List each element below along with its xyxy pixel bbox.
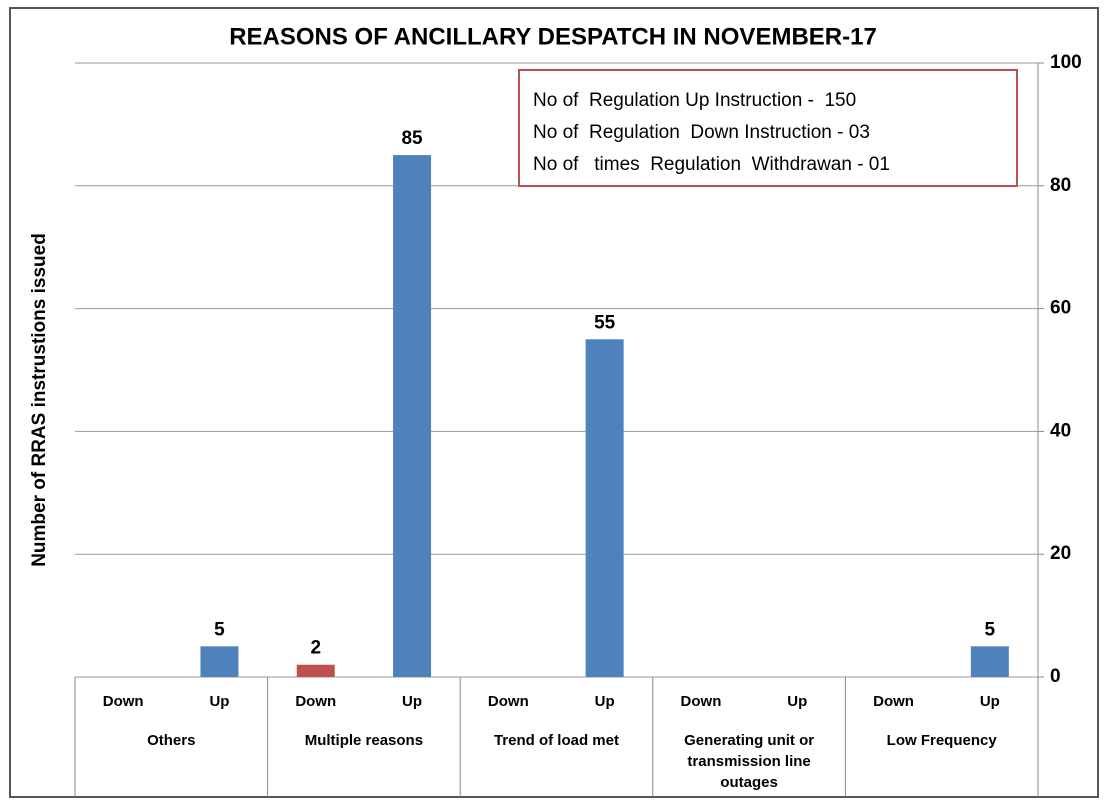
group-label: Multiple reasons (304, 732, 424, 749)
x-tick-label: Down (295, 693, 336, 710)
x-tick-label: Down (103, 693, 144, 710)
data-label: 85 (401, 128, 423, 149)
bar (585, 339, 624, 677)
x-tick-label: Down (873, 693, 914, 710)
data-label: 2 (310, 638, 321, 659)
y-tick-label: 0 (1050, 666, 1061, 687)
group-label: Generating unit or transmission line out… (684, 732, 815, 791)
data-label: 5 (985, 619, 996, 640)
chart-title: REASONS OF ANCILLARY DESPATCH IN NOVEMBE… (229, 23, 877, 50)
x-tick-label: Up (595, 693, 615, 710)
data-label: 55 (594, 312, 616, 333)
x-tick-label: Up (209, 693, 229, 710)
y-tick-label: 40 (1050, 420, 1071, 441)
annotation-text: No of times Regulation Withdrawan - 01 (533, 154, 890, 175)
bar (393, 155, 432, 678)
annotation-text: No of Regulation Up Instruction - 150 (533, 90, 856, 111)
y-tick-label: 20 (1050, 543, 1071, 564)
data-label: 5 (214, 619, 225, 640)
annotation-box (518, 69, 1018, 187)
bar (296, 664, 335, 677)
x-tick-label: Up (402, 693, 422, 710)
x-tick-label: Up (787, 693, 807, 710)
y-tick-label: 60 (1050, 298, 1071, 319)
bar (970, 646, 1009, 677)
y-tick-label: 100 (1050, 52, 1082, 73)
y-tick-label: 80 (1050, 175, 1071, 196)
group-label: Low Frequency (886, 732, 997, 749)
annotation-text: No of Regulation Down Instruction - 03 (533, 122, 870, 143)
group-label: Others (147, 732, 196, 749)
y-axis-label: Number of RRAS instrustions issued (29, 233, 50, 567)
bar (200, 646, 239, 677)
x-tick-label: Down (681, 693, 722, 710)
x-tick-label: Down (488, 693, 529, 710)
x-tick-label: Up (980, 693, 1000, 710)
group-label: Trend of load met (493, 732, 619, 749)
